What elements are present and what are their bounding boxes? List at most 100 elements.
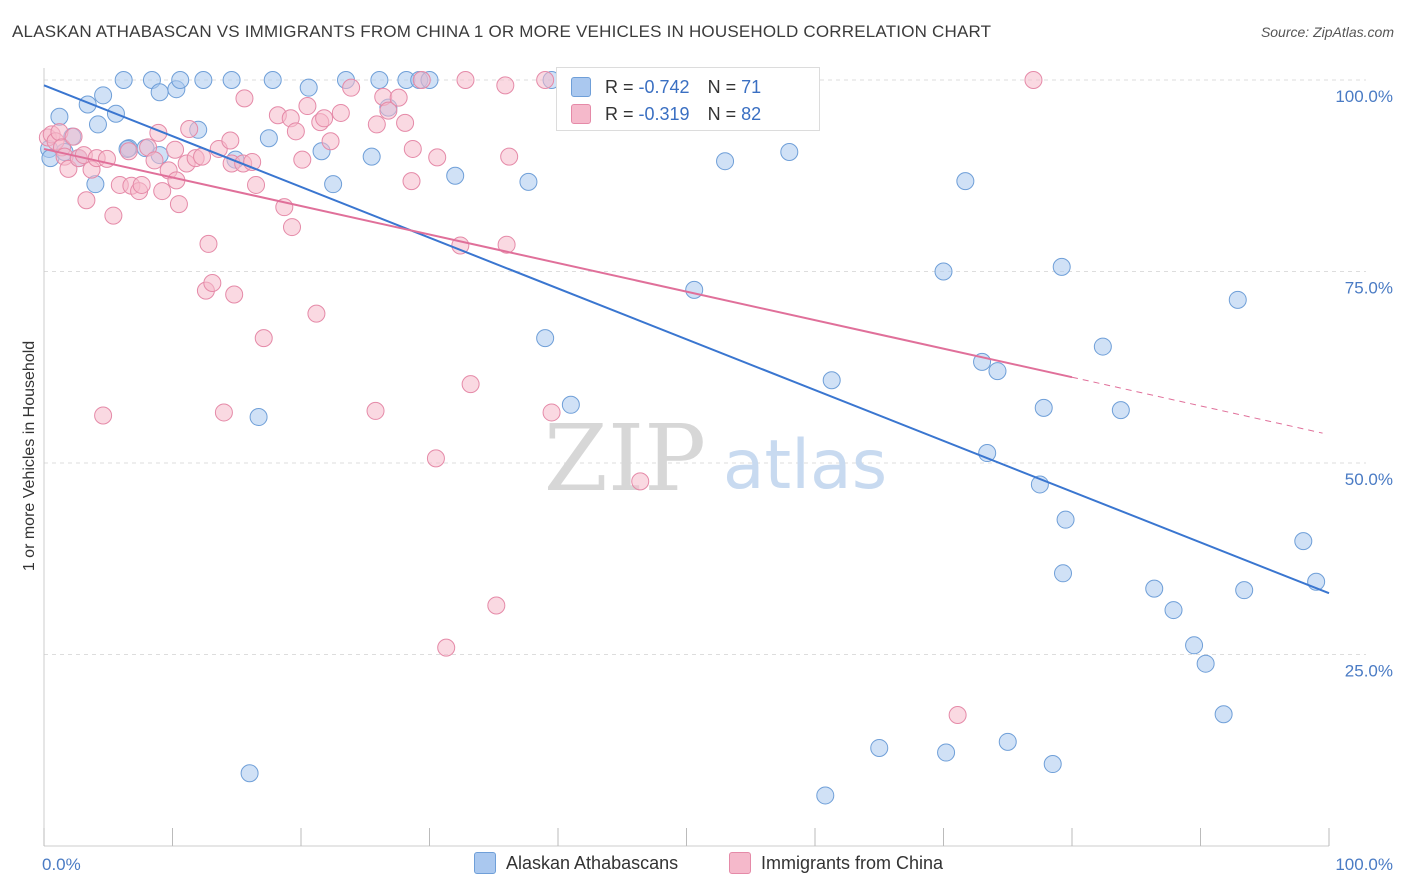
watermark-atlas: atlas xyxy=(723,426,887,505)
data-point xyxy=(299,78,318,97)
data-point xyxy=(50,107,69,126)
data-point xyxy=(324,175,343,194)
legend-n-value: 71 xyxy=(741,76,762,97)
y-tick-label: 25.0% xyxy=(1345,662,1393,681)
data-point xyxy=(685,280,704,299)
data-point xyxy=(263,71,282,89)
data-point xyxy=(94,86,113,105)
data-point xyxy=(180,120,199,139)
data-point xyxy=(194,71,213,89)
data-point xyxy=(362,147,381,166)
data-point xyxy=(631,472,650,491)
data-point xyxy=(816,786,835,805)
data-point xyxy=(259,129,278,148)
data-point xyxy=(64,127,83,146)
data-point xyxy=(396,113,415,132)
data-point xyxy=(298,97,317,116)
data-point xyxy=(870,738,889,757)
data-point xyxy=(1185,636,1204,655)
data-point xyxy=(1196,654,1215,673)
data-point xyxy=(77,191,96,210)
data-point xyxy=(370,71,389,89)
data-point xyxy=(1043,755,1062,774)
data-point xyxy=(1034,398,1053,417)
series-legend-label: Immigrants from China xyxy=(761,852,944,873)
data-point xyxy=(119,142,138,161)
series-legend-swatch-pink xyxy=(729,852,751,874)
data-point xyxy=(214,403,233,422)
axes xyxy=(43,68,1330,847)
data-point xyxy=(240,764,259,783)
data-point xyxy=(1111,401,1130,420)
data-point xyxy=(437,638,456,657)
data-point xyxy=(561,395,580,414)
data-point xyxy=(1164,601,1183,620)
data-point xyxy=(235,89,254,108)
data-point xyxy=(937,743,956,762)
legend-swatch-blue xyxy=(571,77,591,97)
source-credit: Source: ZipAtlas.com xyxy=(1260,24,1394,40)
data-point xyxy=(536,329,555,348)
legend-row-blue: R = -0.742 N = 71 xyxy=(557,73,761,101)
data-point xyxy=(132,175,151,194)
legend-swatch-pink xyxy=(571,104,591,124)
data-point xyxy=(203,273,222,292)
legend-row-pink: R = -0.319 N = 82 xyxy=(557,100,761,128)
data-point xyxy=(1294,532,1313,551)
data-point xyxy=(822,371,841,390)
data-point xyxy=(934,262,953,281)
data-point xyxy=(221,131,240,150)
series-legend-item-china: Immigrants from China xyxy=(729,852,943,874)
data-point xyxy=(225,285,244,304)
data-point xyxy=(497,235,516,254)
series-legend-item-alaskan: Alaskan Athabascans xyxy=(474,852,678,874)
trend-line-china-extension xyxy=(1071,376,1323,434)
data-point xyxy=(104,206,123,225)
data-point xyxy=(283,218,302,237)
data-point xyxy=(988,362,1007,381)
data-point xyxy=(331,103,350,122)
y-tick-labels: 25.0% 50.0% 75.0% 100.0% xyxy=(1335,87,1393,681)
data-point xyxy=(519,172,538,191)
data-point xyxy=(1052,257,1071,276)
data-point xyxy=(249,408,268,427)
data-point xyxy=(1228,290,1247,309)
data-point xyxy=(536,71,555,89)
data-point xyxy=(171,71,190,89)
data-point xyxy=(1093,337,1112,356)
legend-r-value: -0.742 xyxy=(638,76,690,97)
x-tick-label: 100.0% xyxy=(1335,855,1393,874)
data-point xyxy=(716,152,735,171)
data-point xyxy=(1056,510,1075,529)
series-legend-swatch-blue xyxy=(474,852,496,874)
data-point xyxy=(1214,705,1233,724)
watermark-zip: ZIP xyxy=(544,405,706,512)
watermark: ZIP atlas xyxy=(544,405,887,512)
data-point xyxy=(94,406,113,425)
data-point xyxy=(1024,71,1043,89)
series-legend: Alaskan Athabascans Immigrants from Chin… xyxy=(0,852,1406,876)
y-tick-label: 100.0% xyxy=(1335,87,1393,106)
y-tick-label: 75.0% xyxy=(1345,279,1393,298)
data-point xyxy=(286,122,305,141)
data-point xyxy=(321,132,340,151)
data-point xyxy=(1235,581,1254,600)
data-point xyxy=(342,78,361,97)
data-point xyxy=(88,115,107,134)
data-point xyxy=(998,732,1017,751)
legend-r-value: -0.319 xyxy=(638,103,690,124)
legend-r-label: R = xyxy=(605,76,634,97)
series-legend-label: Alaskan Athabascans xyxy=(506,852,679,873)
data-point xyxy=(403,139,422,158)
trend-line-alaskan xyxy=(43,84,1330,595)
trend-line-china xyxy=(43,147,1073,379)
data-point xyxy=(389,88,408,107)
data-point xyxy=(487,596,506,615)
data-point xyxy=(169,195,188,214)
legend-r-label: R = xyxy=(605,103,634,124)
data-point xyxy=(1145,579,1164,598)
data-point xyxy=(496,76,515,95)
data-point xyxy=(199,234,218,253)
data-point xyxy=(153,182,172,201)
